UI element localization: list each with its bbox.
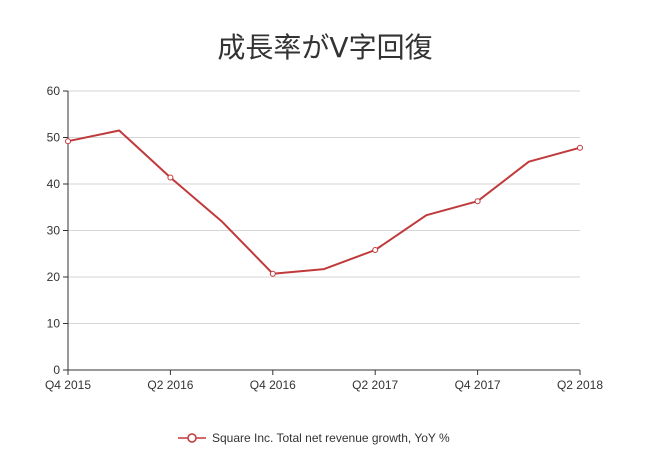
data-point — [577, 144, 583, 151]
y-tick-label: 30 — [47, 224, 61, 238]
y-tick-label: 0 — [53, 363, 60, 377]
y-tick-label: 10 — [47, 317, 61, 331]
series-line — [67, 129, 581, 275]
x-tick-label: Q4 2017 — [455, 378, 501, 392]
chart-title: 成長率がV字回復 — [217, 31, 433, 64]
legend-label: Square Inc. Total net revenue growth, Yo… — [212, 431, 450, 445]
data-point — [474, 198, 481, 205]
y-tick-label: 50 — [47, 131, 61, 145]
legend-marker — [187, 433, 197, 443]
data-point — [372, 247, 379, 254]
x-tick-label: Q4 2015 — [45, 378, 91, 392]
data-point — [269, 270, 276, 277]
x-tick-label: Q2 2018 — [557, 378, 603, 392]
x-tick-label: Q2 2016 — [147, 378, 193, 392]
x-tick-label: Q2 2017 — [352, 378, 398, 392]
y-tick-label: 60 — [47, 84, 61, 98]
x-tick-label: Q4 2016 — [250, 378, 296, 392]
data-point — [65, 138, 71, 145]
data-point — [167, 174, 174, 181]
y-tick-label: 40 — [47, 177, 61, 191]
y-tick-label: 20 — [47, 270, 61, 284]
